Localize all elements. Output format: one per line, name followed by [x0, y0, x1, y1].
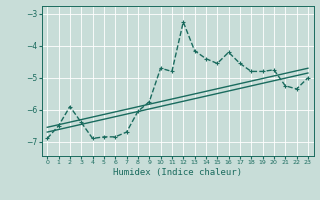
- X-axis label: Humidex (Indice chaleur): Humidex (Indice chaleur): [113, 168, 242, 177]
